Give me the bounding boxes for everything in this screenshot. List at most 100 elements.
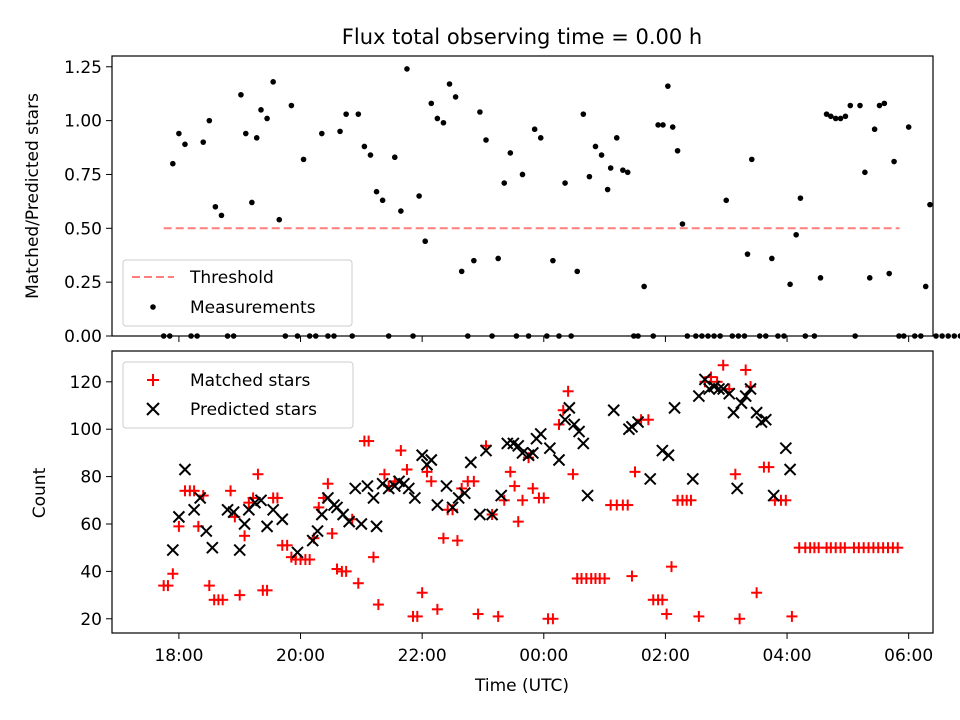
bottom-y-tick-label: 100 [70, 420, 102, 440]
measurement-point [200, 139, 207, 145]
measurement-point [620, 167, 626, 173]
predicted-legend-label: Predicted stars [190, 400, 317, 420]
predicted-star-point [166, 543, 180, 557]
measurement-point [891, 158, 897, 165]
matched-star-point [368, 551, 380, 563]
measurement-point [531, 126, 538, 133]
measurement-point [422, 238, 428, 245]
top-y-axis: 0.00 0.25 0.50 0.75 1.00 1.25 [64, 58, 112, 347]
matched-star-point [261, 584, 273, 596]
matched-star-point [786, 610, 798, 622]
matched-star-point [437, 532, 449, 544]
matched-star-point [378, 468, 390, 480]
matched-star-point [527, 482, 539, 494]
predicted-star-point [266, 503, 280, 516]
matched-star-point [416, 587, 428, 599]
matched-star-point [425, 475, 437, 487]
predicted-star-point [779, 441, 793, 455]
top-x-ticks [178, 336, 910, 342]
measurement-point [264, 115, 270, 122]
predicted-star-point [370, 520, 383, 533]
measurement-point [744, 251, 751, 257]
matched-star-point [395, 445, 407, 457]
measurement-point [182, 141, 188, 148]
measurement-point [337, 128, 343, 135]
predicted-star-point [464, 456, 478, 469]
predicted-star-point [698, 373, 712, 386]
measurement-point [876, 102, 883, 109]
measurement-point [933, 333, 939, 339]
top-y-tick-label: 1.00 [64, 112, 102, 132]
measurement-point [471, 257, 477, 264]
matched-star-point [331, 563, 343, 575]
predicted-legend-swatch [146, 402, 160, 416]
predicted-star-point [563, 401, 576, 415]
predicted-star-point [260, 520, 274, 533]
measurement-point [170, 160, 176, 167]
predicted-star-point [408, 491, 422, 505]
top-y-tick-label: 1.25 [64, 58, 102, 78]
matched-star-point [281, 539, 293, 551]
predicted-star-point [431, 498, 444, 512]
measurement-point [574, 268, 581, 275]
predicted-star-point [440, 479, 453, 493]
measurement-point [373, 188, 380, 195]
matched-star-point [599, 572, 611, 584]
predicted-star-point [739, 389, 752, 403]
matched-star-point [665, 561, 677, 573]
measurement-point [238, 91, 244, 98]
bottom-y-tick-label: 40 [80, 562, 102, 582]
predicted-star-point [558, 413, 572, 426]
measurement-point [828, 113, 834, 120]
predicted-star-point [193, 491, 207, 505]
matched-star-point [340, 565, 352, 577]
x-tick-label: 22:00 [398, 646, 447, 666]
matched-star-point [626, 570, 638, 582]
matched-star-point [512, 516, 524, 528]
bottom-y-tick-label: 60 [80, 515, 102, 535]
predicted-star-point [446, 501, 459, 514]
matched-star-point [492, 610, 504, 622]
matched-legend-swatch [147, 374, 159, 386]
predicted-star-point [744, 382, 757, 396]
bottom-panel: 20 40 60 80 100 120 18:00 20:00 22:00 00:00 02:00… [30, 350, 934, 696]
measurement-point [866, 275, 873, 281]
matched-legend-label: Matched stars [190, 371, 310, 391]
matched-star-point [656, 594, 668, 606]
measurement-point [592, 143, 599, 150]
x-tick-label: 00:00 [519, 646, 568, 666]
bottom-legend-box [122, 361, 354, 429]
predicted-star-point [712, 382, 726, 396]
predicted-star-point [750, 406, 763, 419]
measurement-point [519, 171, 526, 178]
predicted-star-point [233, 543, 246, 557]
predicted-star-point [767, 489, 780, 502]
measurement-point [797, 195, 804, 201]
measurement-point [607, 165, 614, 171]
measurement-point [355, 111, 362, 117]
matched-star-point [326, 527, 338, 539]
predicted-star-point [473, 508, 487, 521]
measurement-point [723, 197, 730, 204]
predicted-star-point [311, 524, 324, 538]
bottom-y-tick-label: 20 [80, 610, 102, 630]
matched-star-point [547, 613, 559, 625]
measurement-point [367, 152, 374, 158]
measurement-point [787, 281, 793, 288]
measurement-point [379, 197, 386, 204]
predicted-star-point [200, 524, 213, 538]
matched-star-point [693, 610, 705, 622]
top-y-tick-label: 0.50 [64, 219, 102, 239]
measurement-point [404, 66, 410, 72]
predicted-star-point [306, 534, 319, 547]
predicted-star-point [686, 472, 699, 486]
matched-star-point [509, 480, 521, 492]
measurement-point [477, 109, 483, 115]
matched-star-point [271, 492, 283, 504]
x-tick-label: 04:00 [763, 646, 812, 666]
predicted-star-point [495, 489, 508, 502]
predicted-star-point [178, 463, 192, 476]
measurements-legend-swatch [150, 304, 156, 310]
measurement-point [288, 102, 295, 109]
measurement-point [580, 111, 587, 117]
